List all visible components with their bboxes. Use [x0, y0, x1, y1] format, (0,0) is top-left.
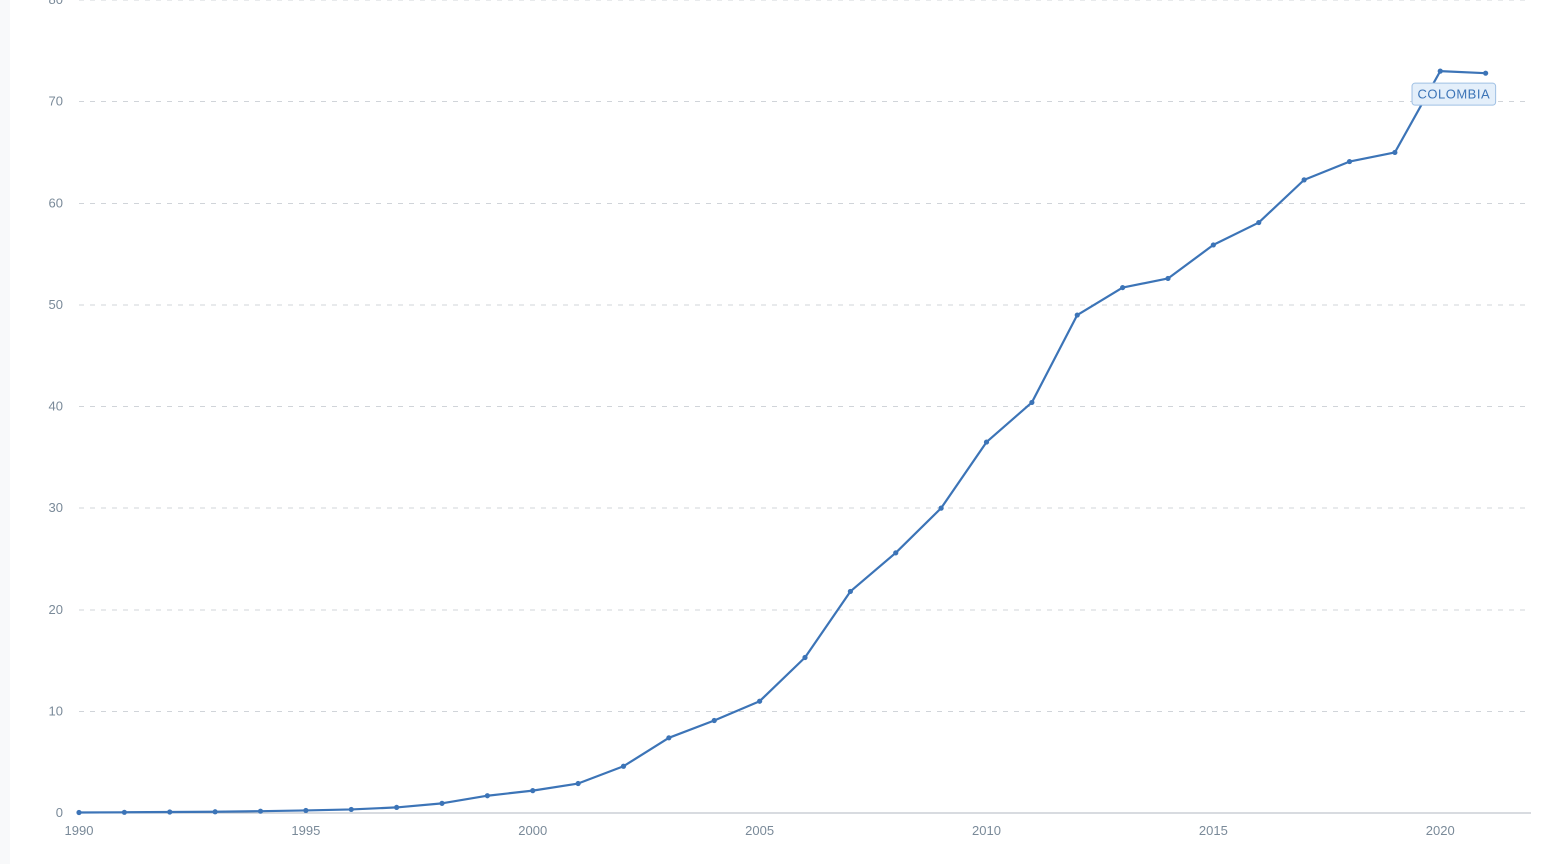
series-marker: [485, 793, 490, 798]
series-marker: [757, 699, 762, 704]
x-tick-label: 2005: [745, 823, 774, 838]
series-marker: [576, 781, 581, 786]
series-marker: [76, 810, 81, 815]
series-marker: [802, 655, 807, 660]
series-marker: [1347, 159, 1352, 164]
y-tick-label: 10: [49, 703, 63, 718]
x-tick-label: 2010: [972, 823, 1001, 838]
series-marker: [258, 809, 263, 814]
series-marker: [984, 439, 989, 444]
y-tick-label: 70: [49, 94, 63, 109]
series-marker: [122, 810, 127, 815]
y-tick-label: 50: [49, 297, 63, 312]
y-tick-label: 40: [49, 399, 63, 414]
series-marker: [621, 764, 626, 769]
series-marker: [303, 808, 308, 813]
series-marker: [213, 809, 218, 814]
series-marker: [939, 506, 944, 511]
series-marker: [1256, 220, 1261, 225]
series-marker: [1120, 285, 1125, 290]
x-tick-label: 2020: [1426, 823, 1455, 838]
x-tick-label: 2000: [518, 823, 547, 838]
series-marker: [1438, 69, 1443, 74]
series-marker: [1075, 312, 1080, 317]
series-marker: [1165, 276, 1170, 281]
series-marker: [1392, 150, 1397, 155]
left-strip: [0, 0, 10, 864]
series-marker: [394, 805, 399, 810]
series-marker: [666, 735, 671, 740]
y-tick-label: 60: [49, 195, 63, 210]
series-line-colombia: [79, 71, 1486, 812]
y-tick-label: 20: [49, 602, 63, 617]
series-marker: [893, 550, 898, 555]
y-tick-label: 80: [49, 0, 63, 7]
series-marker: [1029, 400, 1034, 405]
y-tick-label: 0: [56, 805, 63, 820]
series-label-text: COLOMBIA: [1418, 87, 1491, 102]
x-tick-label: 1990: [65, 823, 94, 838]
chart-svg: 0 10 20 30 40 50 60 70 80 1990 1995 2000 2005 2010 201…: [0, 0, 1557, 864]
series-marker: [848, 589, 853, 594]
series-marker: [1211, 242, 1216, 247]
series-marker: [167, 809, 172, 814]
x-tick-label: 2015: [1199, 823, 1228, 838]
x-tick-label: 1995: [291, 823, 320, 838]
y-tick-label: 30: [49, 500, 63, 515]
series-marker: [439, 801, 444, 806]
series-marker: [1302, 177, 1307, 182]
series-marker: [349, 807, 354, 812]
line-chart: 0 10 20 30 40 50 60 70 80 1990 1995 2000 2005 2010 201…: [0, 0, 1557, 864]
series-marker: [530, 788, 535, 793]
series-marker: [1483, 71, 1488, 76]
series-marker: [712, 718, 717, 723]
